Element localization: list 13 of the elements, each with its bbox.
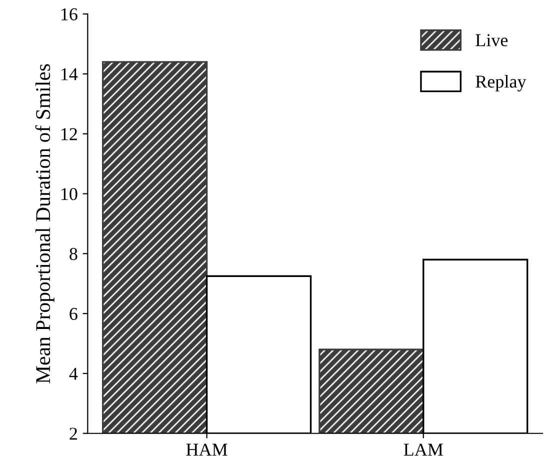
- y-tick-label: 2: [70, 428, 77, 440]
- y-tick-label: 14: [61, 68, 78, 80]
- x-tick-label: LAM: [404, 444, 443, 456]
- y-tick-label: 10: [61, 188, 78, 200]
- y-tick-label: 4: [69, 368, 78, 380]
- x-tick-label: HAM: [186, 444, 228, 456]
- y-tick-label: 6: [70, 308, 78, 320]
- legend-label: Live: [476, 34, 508, 46]
- y-tick-label: 8: [70, 248, 78, 260]
- y-tick-label: 12: [61, 128, 77, 140]
- legend-label: Replay: [476, 74, 526, 92]
- y-tick-label: 16: [61, 8, 78, 20]
- y-axis-title: Mean Proportional Duration of Smiles: [35, 64, 54, 384]
